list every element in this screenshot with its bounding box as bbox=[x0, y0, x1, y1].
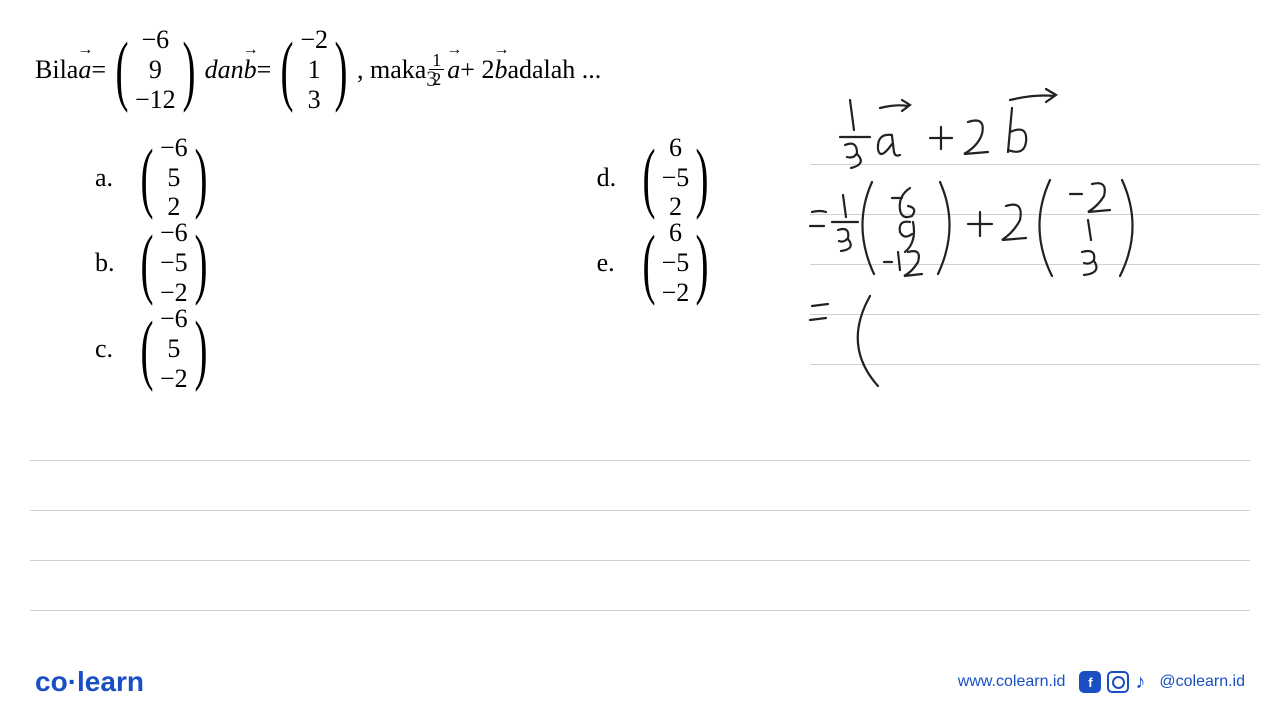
adalah: adalah ... bbox=[507, 55, 601, 85]
answer-a: a. ( −6 5 2 ) bbox=[95, 133, 217, 223]
maka: , maka bbox=[357, 55, 426, 85]
answer-c: c. ( −6 5 −2 ) bbox=[95, 304, 217, 394]
vec-b: b bbox=[244, 55, 257, 85]
answer-e: e. ( 6 −5 −2 ) bbox=[597, 218, 719, 308]
plus-2b: + 2 bbox=[460, 55, 494, 85]
answer-options: a. ( −6 5 2 ) b. ( −6 −5 bbox=[95, 133, 1250, 390]
facebook-icon: f bbox=[1079, 671, 1101, 693]
prefix: Bila bbox=[35, 55, 78, 85]
logo: co·learn bbox=[35, 666, 144, 698]
footer: co·learn www.colearn.id f ♪ @colearn.id bbox=[35, 666, 1245, 698]
matrix-a: ( −6 9 −12 ) bbox=[109, 25, 202, 115]
vec-b-2: b bbox=[494, 55, 507, 85]
answer-b: b. ( −6 −5 −2 ) bbox=[95, 218, 217, 308]
tiktok-icon: ♪ bbox=[1135, 671, 1145, 694]
fraction: 1 2 bbox=[429, 51, 444, 88]
vec-a: a bbox=[78, 55, 91, 85]
equals-1: = bbox=[91, 55, 106, 85]
question-text: Bila a = ( −6 9 −12 ) dan b = ( −2 1 3 )… bbox=[35, 25, 1250, 115]
equals-2: = bbox=[257, 55, 272, 85]
matrix-b: ( −2 1 3 ) bbox=[274, 25, 354, 115]
social-icons: f ♪ bbox=[1079, 671, 1145, 694]
vec-a-2: a bbox=[447, 55, 460, 85]
instagram-icon bbox=[1107, 671, 1129, 693]
answer-d: d. ( 6 −5 2 ) bbox=[597, 133, 719, 223]
footer-handle: @colearn.id bbox=[1159, 673, 1245, 691]
footer-url: www.colearn.id bbox=[958, 673, 1066, 691]
dan: dan bbox=[205, 55, 244, 85]
